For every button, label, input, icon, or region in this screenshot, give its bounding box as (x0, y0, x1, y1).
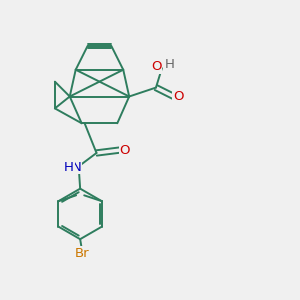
Text: N: N (71, 161, 81, 174)
Text: H: H (64, 161, 74, 174)
Text: H: H (164, 58, 174, 71)
Text: Br: Br (74, 247, 89, 260)
Text: O: O (173, 90, 184, 103)
Text: O: O (119, 143, 130, 157)
Text: O: O (151, 60, 162, 73)
